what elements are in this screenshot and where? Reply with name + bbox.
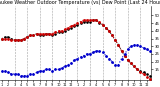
- Title: Milwaukee Weather Outdoor Temperature (vs) Dew Point (Last 24 Hours): Milwaukee Weather Outdoor Temperature (v…: [0, 0, 160, 5]
